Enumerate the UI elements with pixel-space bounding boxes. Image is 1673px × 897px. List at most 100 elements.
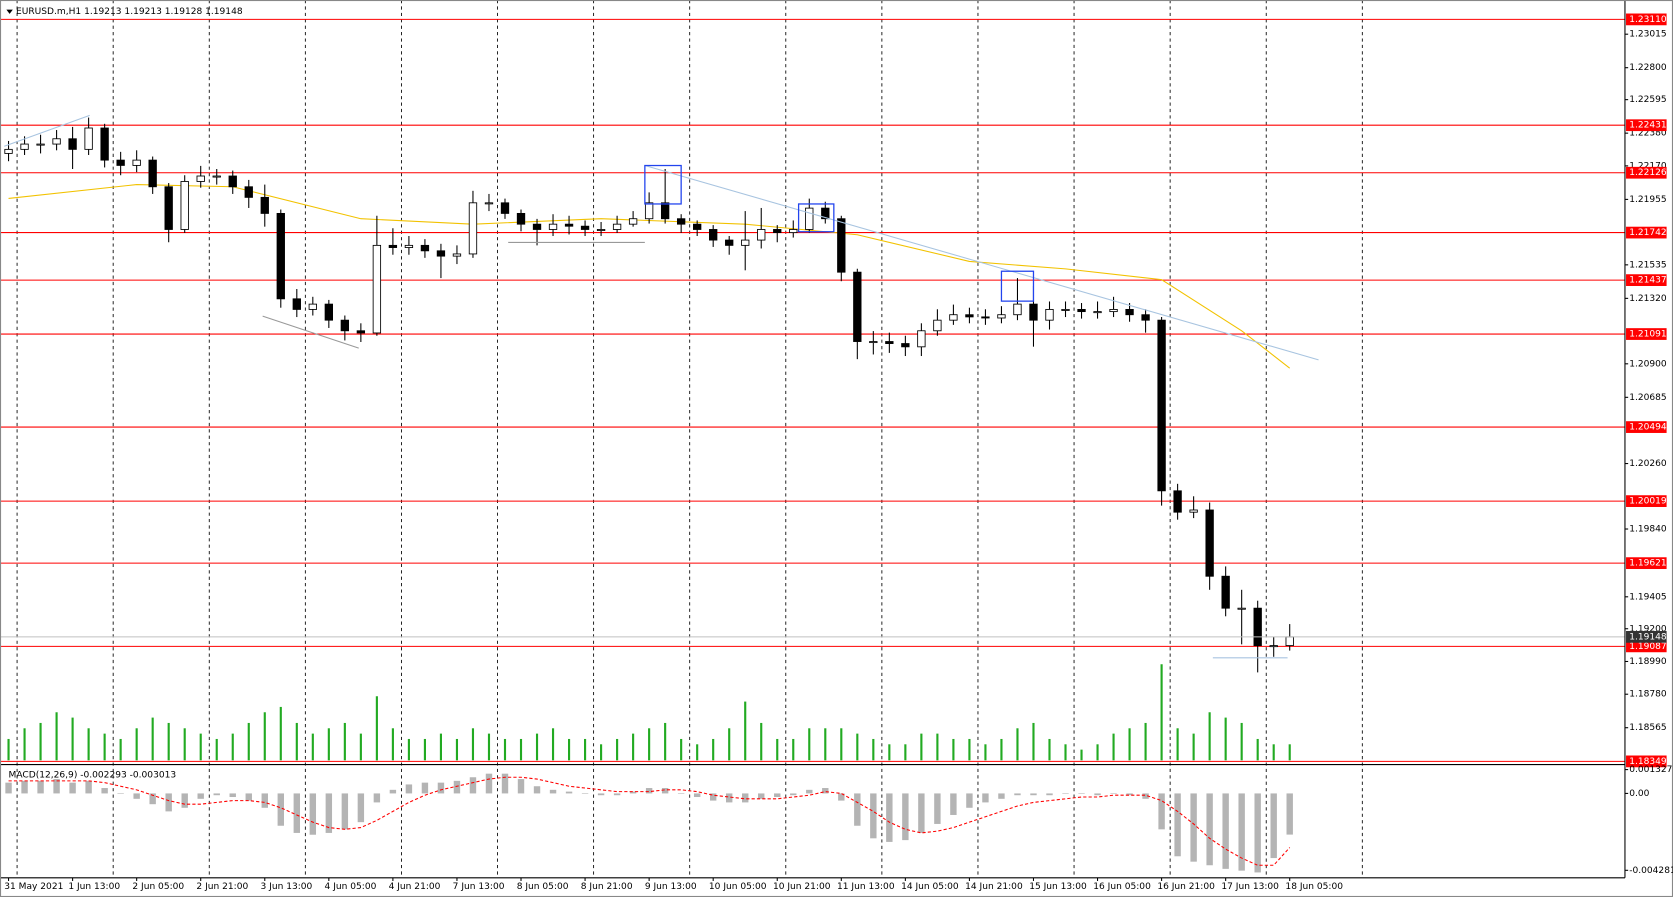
y-tick-label: 1.21320 bbox=[1629, 294, 1667, 304]
macd-bar bbox=[693, 793, 701, 798]
macd-signal bbox=[8, 776, 1291, 866]
candle-body bbox=[757, 229, 766, 241]
x-tick-label: 9 Jun 13:00 bbox=[645, 882, 697, 892]
candle-body bbox=[885, 341, 894, 344]
candle-body bbox=[484, 202, 494, 205]
x-tick-label: 15 Jun 13:00 bbox=[1029, 882, 1087, 892]
macd-bar bbox=[469, 777, 477, 794]
x-tick-label: 14 Jun 21:00 bbox=[965, 882, 1023, 892]
menu-arrow[interactable] bbox=[6, 9, 13, 14]
y-tick-label: 1.20260 bbox=[1629, 459, 1667, 469]
macd-bar bbox=[149, 793, 156, 805]
candle-body bbox=[837, 218, 846, 273]
level-label: 1.18349 bbox=[1629, 757, 1667, 767]
x-tick-label: 18 Jun 05:00 bbox=[1285, 882, 1343, 892]
plot bbox=[0, 18, 1625, 873]
macd-bar bbox=[581, 793, 589, 794]
x-tick-label: 2 Jun 05:00 bbox=[132, 882, 184, 892]
macd-bar bbox=[822, 788, 829, 794]
candle-body bbox=[196, 175, 205, 182]
candle-body bbox=[292, 298, 301, 310]
candle-body bbox=[244, 186, 253, 198]
candle-body bbox=[997, 314, 1006, 319]
macd-bar bbox=[1222, 793, 1229, 869]
candle-body bbox=[500, 202, 510, 214]
macd-bar bbox=[1094, 793, 1101, 796]
candle-body bbox=[36, 143, 45, 146]
candle-body bbox=[452, 253, 462, 257]
level-tag bbox=[1626, 640, 1667, 653]
macd-bar bbox=[453, 780, 461, 794]
candle-body bbox=[628, 218, 638, 225]
candle-body bbox=[1205, 509, 1214, 577]
candle-body bbox=[1157, 319, 1166, 492]
macd-bar bbox=[1126, 793, 1133, 796]
x-tick-label: 10 Jun 05:00 bbox=[709, 882, 767, 892]
pattern-box bbox=[1000, 270, 1035, 302]
y-tick-label: 1.22595 bbox=[1629, 95, 1666, 105]
candle-body bbox=[1285, 636, 1294, 647]
y-tick-label: 1.21535 bbox=[1629, 260, 1666, 270]
level-label: 1.21742 bbox=[1629, 228, 1666, 238]
macd-bar bbox=[517, 779, 525, 794]
candle-body bbox=[596, 229, 606, 231]
y-tick-label: 1.22380 bbox=[1629, 129, 1667, 139]
candle-body bbox=[1189, 509, 1198, 513]
candle-body bbox=[1013, 303, 1022, 316]
y-tick-label: 1.19405 bbox=[1629, 592, 1666, 602]
candle-body bbox=[52, 138, 61, 145]
y-tick-label: 1.18780 bbox=[1629, 690, 1667, 700]
macd-bar bbox=[437, 782, 445, 794]
candle-body bbox=[869, 341, 878, 344]
macd-bar bbox=[966, 793, 973, 808]
pattern-box bbox=[797, 203, 835, 233]
y-tick-label: 1.20685 bbox=[1629, 393, 1666, 403]
candle-body bbox=[660, 202, 670, 220]
level-label: 1.22431 bbox=[1629, 121, 1666, 131]
x-tick-label: 4 Jun 05:00 bbox=[325, 882, 377, 892]
candle-body bbox=[853, 271, 862, 342]
macd-bar bbox=[245, 793, 252, 801]
candle-body bbox=[933, 319, 942, 332]
macd-bar bbox=[5, 782, 12, 794]
level-tag bbox=[1626, 13, 1667, 26]
level-tag bbox=[1626, 274, 1667, 286]
y-tick-label: 1.20900 bbox=[1629, 359, 1667, 369]
candle-body bbox=[420, 244, 430, 252]
macd-bar bbox=[309, 793, 317, 835]
macd-bar bbox=[950, 793, 957, 815]
candle-body bbox=[212, 175, 221, 178]
trendline bbox=[262, 315, 359, 349]
macd-bar bbox=[389, 789, 397, 794]
macd-bar bbox=[549, 789, 557, 794]
macd-bar bbox=[261, 793, 268, 808]
candle-body bbox=[164, 186, 173, 230]
level-tag bbox=[1626, 328, 1667, 340]
candle-body bbox=[1029, 303, 1038, 321]
candle-body bbox=[821, 207, 830, 220]
candle-body bbox=[404, 244, 414, 248]
macd-bar bbox=[661, 788, 669, 794]
macd-bar bbox=[1158, 793, 1165, 830]
x-tick-label: 1 Jun 13:00 bbox=[68, 882, 120, 892]
macd-bar bbox=[69, 782, 76, 794]
candle-body bbox=[741, 239, 750, 246]
macd-bar bbox=[133, 793, 140, 799]
y-tick-label: 1.21955 bbox=[1629, 195, 1666, 205]
candle-body bbox=[725, 239, 734, 246]
x-tick-label: 3 Jun 13:00 bbox=[261, 882, 313, 892]
macd-bar bbox=[854, 793, 861, 826]
level-label: 1.21437 bbox=[1629, 276, 1666, 286]
candle-body bbox=[1109, 308, 1118, 313]
x-tick-label: 8 Jun 21:00 bbox=[581, 882, 633, 892]
candle-body bbox=[68, 138, 77, 150]
macd-bar bbox=[998, 793, 1005, 799]
macd-bar bbox=[165, 793, 172, 812]
level-label: 1.22126 bbox=[1629, 168, 1667, 178]
macd-bar bbox=[1062, 793, 1069, 794]
candle-body bbox=[100, 127, 109, 161]
candle-body bbox=[1077, 308, 1086, 313]
level-label: 1.23110 bbox=[1629, 15, 1667, 25]
